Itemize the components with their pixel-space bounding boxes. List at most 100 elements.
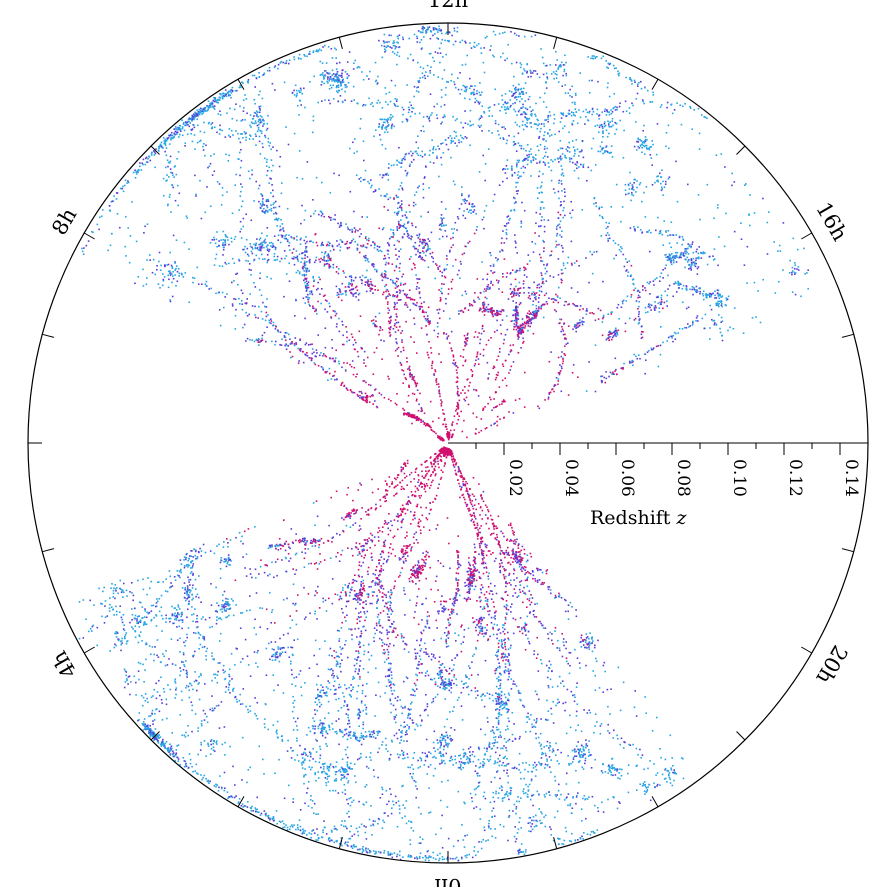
galaxy-point — [482, 304, 484, 307]
galaxy-point — [417, 419, 420, 422]
galaxy-point — [407, 368, 409, 370]
galaxy-point — [254, 286, 257, 288]
galaxy-point — [353, 62, 355, 64]
galaxy-point — [366, 281, 368, 283]
galaxy-point — [390, 236, 393, 238]
galaxy-point — [354, 276, 357, 279]
galaxy-point — [389, 331, 391, 334]
galaxy-point — [789, 272, 791, 274]
galaxy-point — [467, 196, 470, 198]
galaxy-point — [197, 283, 200, 285]
galaxy-point — [365, 401, 368, 403]
galaxy-point — [415, 417, 418, 420]
galaxy-point — [665, 256, 667, 258]
galaxy-point — [177, 151, 180, 153]
galaxy-point — [633, 182, 635, 184]
galaxy-point — [293, 132, 296, 135]
galaxy-point — [428, 424, 431, 427]
galaxy-point — [417, 86, 419, 88]
galaxy-point — [605, 146, 607, 149]
galaxy-point — [718, 293, 720, 295]
galaxy-point — [383, 45, 386, 48]
galaxy-point — [399, 292, 401, 294]
galaxy-point — [545, 280, 548, 282]
galaxy-point — [298, 272, 301, 275]
galaxy-point — [393, 102, 395, 105]
galaxy-point — [291, 341, 293, 343]
galaxy-point — [383, 118, 386, 121]
galaxy-point — [455, 410, 457, 412]
galaxy-point — [261, 142, 264, 145]
galaxy-point — [500, 56, 502, 58]
galaxy-point — [471, 205, 473, 208]
galaxy-point — [465, 337, 467, 339]
galaxy-point — [512, 84, 515, 87]
galaxy-point — [345, 84, 347, 86]
galaxy-point — [325, 70, 327, 72]
galaxy-point — [273, 259, 276, 261]
galaxy-point — [352, 293, 354, 296]
galaxy-point — [299, 100, 302, 102]
galaxy-point — [230, 129, 233, 132]
galaxy-point — [498, 386, 501, 388]
galaxy-point — [607, 82, 609, 84]
galaxy-point — [124, 179, 127, 182]
galaxy-point — [250, 250, 253, 253]
galaxy-point — [401, 209, 403, 212]
galaxy-point — [562, 330, 565, 332]
galaxy-point — [518, 125, 521, 128]
galaxy-point — [489, 265, 492, 267]
galaxy-point — [270, 209, 273, 212]
galaxy-point — [608, 111, 610, 113]
galaxy-point — [510, 167, 513, 170]
galaxy-point — [409, 373, 411, 376]
galaxy-point — [398, 222, 400, 225]
galaxy-point — [255, 243, 257, 246]
galaxy-point — [794, 267, 796, 270]
galaxy-point — [672, 259, 675, 262]
galaxy-point — [691, 288, 693, 291]
galaxy-point — [563, 188, 566, 190]
galaxy-point — [447, 335, 450, 337]
galaxy-point — [164, 142, 167, 145]
galaxy-point — [496, 311, 498, 314]
galaxy-point — [588, 111, 590, 114]
galaxy-point — [425, 32, 427, 34]
galaxy-point — [427, 248, 429, 250]
galaxy-point — [288, 59, 291, 61]
galaxy-point — [393, 305, 396, 308]
galaxy-point — [504, 225, 507, 227]
galaxy-point — [377, 250, 380, 252]
galaxy-point — [720, 153, 723, 155]
galaxy-point — [361, 274, 364, 277]
galaxy-point — [518, 329, 520, 332]
galaxy-point — [524, 100, 527, 102]
galaxy-point — [384, 257, 387, 260]
galaxy-point — [446, 80, 448, 83]
galaxy-point — [495, 314, 498, 317]
galaxy-point — [485, 290, 487, 292]
galaxy-point — [207, 107, 210, 109]
galaxy-point — [403, 223, 406, 225]
galaxy-point — [277, 234, 280, 236]
galaxy-point — [267, 314, 269, 316]
galaxy-point — [307, 293, 309, 296]
galaxy-point — [565, 72, 567, 75]
galaxy-point — [626, 261, 629, 263]
galaxy-point — [402, 36, 404, 39]
galaxy-point — [481, 218, 484, 221]
galaxy-point — [438, 224, 441, 227]
galaxy-point — [219, 124, 221, 127]
galaxy-point — [464, 63, 467, 66]
galaxy-point — [272, 243, 274, 245]
galaxy-point — [793, 271, 796, 274]
galaxy-point — [571, 123, 574, 126]
galaxy-point — [439, 300, 442, 302]
galaxy-point — [329, 372, 331, 375]
galaxy-point — [612, 124, 614, 127]
galaxy-point — [393, 295, 396, 298]
galaxy-point — [647, 305, 650, 308]
galaxy-point — [423, 251, 425, 254]
galaxy-point — [219, 93, 222, 96]
galaxy-point — [637, 322, 640, 325]
